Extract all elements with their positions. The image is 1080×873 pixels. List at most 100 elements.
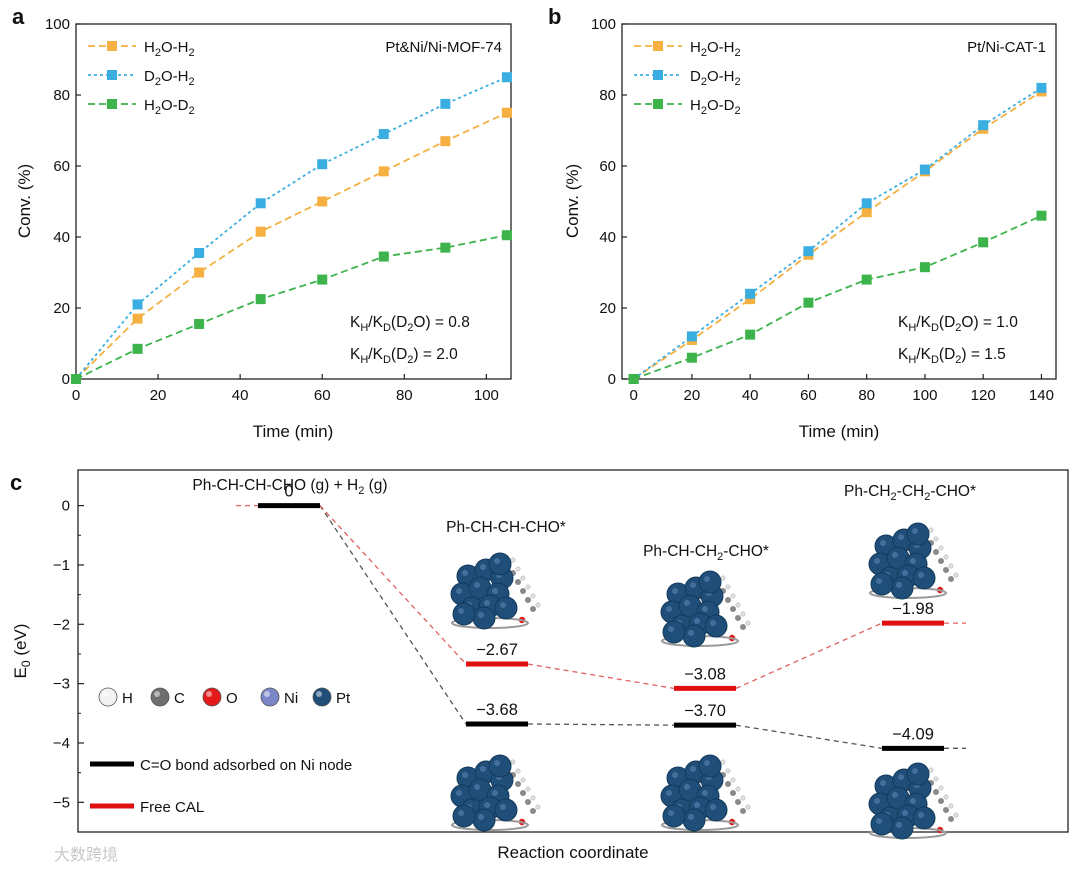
state-label: Ph-CH-CH-CHO* [446,519,566,536]
atom-highlight [690,582,696,588]
platinum-atom [682,624,706,648]
hydrogen-atom [535,602,541,608]
x-tick-label: 140 [1029,387,1054,404]
data-point [501,107,512,118]
platinum-atom [704,614,728,638]
atom-highlight [880,540,886,546]
x-tick-label: 60 [800,387,817,404]
panel-c-path-legend: C=O bond adsorbed on Ni node Free CAL [90,757,352,816]
atom-swatch-highlight [264,691,270,697]
hydrogen-atom [520,777,526,783]
legend-marker [107,99,117,109]
data-point [378,129,389,140]
atom-legend-label: C [174,690,185,707]
panel-b-legend: H2O-H2 D2O-H2 H2O-D2 [634,39,741,117]
atom-highlight [480,766,486,772]
cluster-cinnamaldehyde-free [450,552,541,630]
y-tick-label: 60 [53,158,70,175]
hydrogen-atom [938,785,944,791]
platinum-atom [494,798,518,822]
state-label: Ph-CH-CH-CHO (g) + H2 (g) [192,477,387,497]
x-tick-label: 120 [971,387,996,404]
legend-marker [653,70,663,80]
atom-swatch [150,687,170,707]
hydrogen-atom [720,575,726,581]
x-tick-label: 0 [629,387,637,404]
path-legend-label: C=O bond adsorbed on Ni node [140,757,352,774]
hydrogen-atom [515,566,521,572]
platinum-atom [698,754,722,778]
x-tick-label: 0 [72,387,80,404]
x-tick-label: 80 [396,387,413,404]
atom-highlight [500,602,506,608]
energy-level-label: −3.70 [684,702,726,720]
hydrogen-atom [730,777,736,783]
panel-b-title: Pt/Ni-CAT-1 [967,39,1046,56]
platinum-atom [662,620,686,644]
atom-highlight [876,578,882,584]
hydrogen-atom [525,584,531,590]
atom-highlight [874,558,880,564]
atom-swatch-highlight [206,691,212,697]
platinum-atom [906,762,930,786]
legend-label: D2O-H2 [690,68,741,88]
data-point [194,318,205,329]
atom-legend-label: H [122,690,133,707]
data-point [132,299,143,310]
data-point [861,274,872,285]
x-tick-label: 20 [150,387,167,404]
panel-a-ylabel: Conv. (%) [15,164,34,238]
atom-highlight [702,606,708,612]
panel-b-series [628,82,1047,384]
hydrogen-atom [735,602,741,608]
atom-highlight [690,766,696,772]
atom-highlight [500,804,506,810]
hydrogen-atom [535,804,541,810]
y-tick-label: 40 [53,229,70,246]
atom-highlight [702,790,708,796]
connector-dash [319,505,467,725]
data-point [803,246,814,257]
hydrogen-atom [948,803,954,809]
hydrogen-atom [730,593,736,599]
hydrogen-atom [943,794,949,800]
connector-dash [319,505,467,665]
data-point [194,267,205,278]
connector-dash [527,723,675,726]
data-point [255,198,266,209]
atom-swatch-highlight [316,691,322,697]
hydrogen-atom [933,776,939,782]
platinum-atom [494,596,518,620]
hydrogen-atom [948,563,954,569]
data-point [440,136,451,147]
carbon-atom [520,790,526,796]
x-tick-label: 60 [314,387,331,404]
hydrogen-atom [928,527,934,533]
hydrogen-atom [530,795,536,801]
state-label: Ph-CH-CH2-CHO* [643,543,769,563]
y-tick-label: −2 [53,616,70,633]
carbon-atom [943,567,949,573]
panel-c-letter: c [10,470,22,495]
data-point [132,343,143,354]
atom-swatch [312,687,332,707]
atom-highlight [672,772,678,778]
atom-swatch-highlight [102,691,108,697]
carbon-atom [725,781,731,787]
platinum-atom [870,572,894,596]
atom-highlight [478,814,484,820]
data-point [861,198,872,209]
carbon-atom [938,558,944,564]
atom-highlight [918,572,924,578]
hydrogen-atom [745,620,751,626]
platinum-atom [704,798,728,822]
atom-legend-label: O [226,690,238,707]
x-tick-label: 100 [912,387,937,404]
atom-swatch [260,687,280,707]
atom-highlight [694,802,700,808]
atom-highlight [898,534,904,540]
panel-b-annotation-d2: KH/KD(D2) = 1.5 [898,346,1006,366]
hydrogen-atom [938,545,944,551]
atom-highlight [480,564,486,570]
legend-marker [653,99,663,109]
